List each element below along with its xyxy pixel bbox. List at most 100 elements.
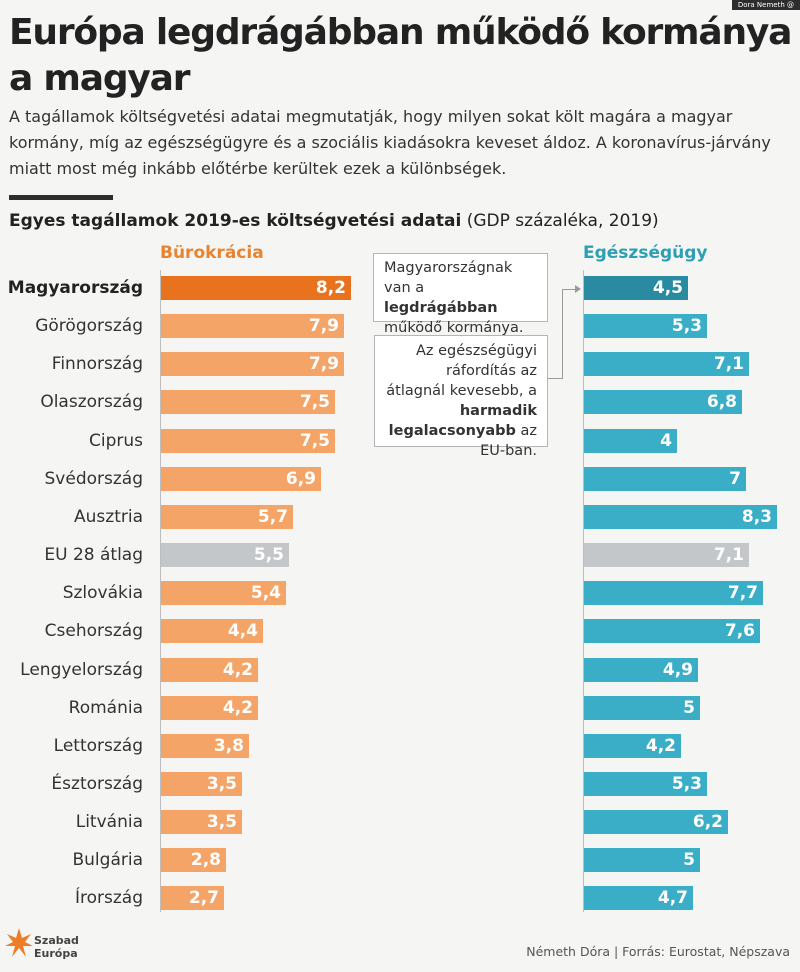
bureaucracy-value-label: 2,8 [190,850,221,871]
health-bar-row-16: 4,7 [584,886,693,911]
health-value-label: 4 [660,430,672,451]
health-value-label: 4,7 [657,888,688,909]
health-bar-row-5: 7 [584,466,746,491]
category-label: Lettország [53,735,143,756]
health-bar-row-1: 5,3 [584,314,707,339]
health-bar-row-7: 7,1 [584,543,749,568]
health-value-label: 5,3 [671,773,702,794]
bureaucracy-bar-row-14: 3,5 [161,810,242,835]
health-value-label: 5 [683,697,695,718]
bureaucracy-bar-row-11: 4,2 [161,695,258,720]
connector-to-bar [562,289,576,290]
health-bar-row-2: 7,1 [584,352,749,377]
bureaucracy-value-label: 4,2 [222,659,253,680]
health-bar-row-12: 4,2 [584,733,681,758]
health-value-label: 5,3 [671,316,702,337]
health-value-label: 4,2 [645,735,676,756]
connector-horizontal [548,378,563,379]
bureaucracy-value-label: 3,8 [213,735,244,756]
bureaucracy-value-label: 7,9 [308,316,339,337]
bureaucracy-bar-row-13: 3,5 [161,771,242,796]
bureaucracy-value-label: 4,2 [222,697,253,718]
bureaucracy-bar-row-10: 4,2 [161,657,258,682]
logo-wordmark: Szabad Európa [34,934,79,960]
category-label: Ciprus [88,430,143,451]
bureaucracy-value-label: 3,5 [206,812,237,833]
bureaucracy-value-label: 5,7 [257,506,288,527]
category-label: Bulgária [72,850,144,871]
series-header-bureaucracy: Bürokrácia [160,243,264,263]
health-bar-row-13: 5,3 [584,771,707,796]
health-bar-row-10: 4,9 [584,657,698,682]
bureaucracy-value-label: 5,4 [250,583,281,604]
health-value-label: 7,1 [713,354,744,375]
page-subtitle: A tagállamok költségvetési adatai megmut… [9,107,771,178]
annotation-1-text: Magyarországnak van a [384,260,513,296]
bureaucracy-bar-row-5: 6,9 [161,466,321,491]
health-value-label: 7 [729,468,741,489]
health-bar-row-3: 6,8 [584,390,742,415]
category-label: EU 28 átlag [44,545,143,566]
bureaucracy-value-label: 7,9 [308,354,339,375]
health-bar-row-4: 4 [584,428,677,453]
category-label: Ausztria [74,506,143,527]
annotation-2-text: Az egészségügyi ráfordítás az átlagnál k… [386,343,537,399]
health-value-label: 6,2 [692,812,723,833]
chart-title: Egyes tagállamok 2019-es költségvetési a… [9,208,659,234]
source-note: Németh Dóra | Forrás: Eurostat, Népszava [526,944,790,959]
annotation-2-text-end: az EU-ban. [480,423,537,459]
series-header-health: Egészségügy [583,243,708,263]
category-label: Litvánia [75,812,143,833]
health-bar-row-14: 6,2 [584,810,728,835]
category-label: Szlovákia [62,583,143,604]
health-value-label: 4,9 [662,659,693,680]
category-label: Románia [68,697,143,718]
connector-arrow-icon [575,285,581,293]
bureaucracy-bar-row-2: 7,9 [161,352,344,377]
chart-title-unit: (GDP százaléka, 2019) [461,211,659,231]
bureaucracy-bar-row-1: 7,9 [161,314,344,339]
category-label: Finnország [51,354,143,375]
category-label: Görögország [35,316,143,337]
bureaucracy-axis-line [160,270,161,912]
bureaucracy-value-label: 7,5 [299,430,330,451]
szabad-europa-logo: Szabad Európa [4,924,124,968]
health-value-label: 8,3 [741,506,772,527]
bureaucracy-bar-row-6: 5,7 [161,504,293,529]
bureaucracy-bar-row-9: 4,4 [161,619,263,644]
annotation-hungary-government: Magyarországnak van a legdrágábban működ… [373,253,548,336]
bureaucracy-value-label: 6,9 [285,468,316,489]
health-bar-row-8: 7,7 [584,581,763,606]
health-value-label: 7,1 [713,545,744,566]
divider-rule [9,195,113,200]
bureaucracy-value-label: 4,4 [227,621,258,642]
bureaucracy-value-label: 7,5 [299,392,330,413]
logo-line-2: Európa [34,947,78,960]
bureaucracy-bar-row-12: 3,8 [161,733,249,758]
health-bar-row-6: 8,3 [584,504,777,529]
health-value-label: 6,8 [706,392,737,413]
flame-logo-icon [5,928,33,957]
health-bar-row-11: 5 [584,695,700,720]
bureaucracy-value-label: 5,5 [253,545,284,566]
category-label: Észtország [51,773,143,794]
health-value-label: 5 [683,850,695,871]
category-label: Olaszország [40,392,143,413]
connector-vertical [562,289,563,379]
health-value-label: 7,7 [727,583,758,604]
bureaucracy-bar-row-15: 2,8 [161,848,226,873]
health-bar-row-9: 7,6 [584,619,760,644]
category-label: Csehország [44,621,143,642]
bureaucracy-bar-row-4: 7,5 [161,428,335,453]
health-axis-line [583,270,584,912]
bureaucracy-value-label: 2,7 [188,888,219,909]
page-title: Európa legdrágábban működő kormánya a ma… [9,12,792,99]
bureaucracy-bar-row-7: 5,5 [161,543,289,568]
health-bar-row-15: 5 [584,848,700,873]
bureaucracy-bar-row-3: 7,5 [161,390,335,415]
health-bar-row-0: 4,5 [584,276,688,300]
bureaucracy-value-label: 3,5 [206,773,237,794]
annotation-2-bold: harmadik legalacsonyabb [388,403,537,439]
author-credit: Dora Nemeth @ [731,0,800,10]
bureaucracy-value-label: 8,2 [315,278,346,298]
